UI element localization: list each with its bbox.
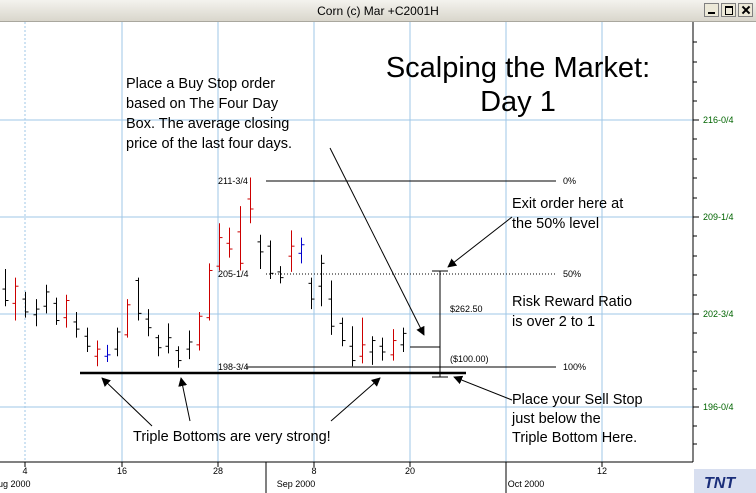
level-mid-pct: 50% <box>563 269 581 279</box>
ohlc-bar-35 <box>349 326 356 367</box>
price-tick-1: 216-0/4 <box>703 115 734 125</box>
sell-stop-line-2: just below the <box>511 411 601 427</box>
ohlc-bar-20 <box>196 311 203 351</box>
level-mid-price: 205-1/4 <box>218 269 249 279</box>
risk-reward-line-1: Risk Reward Ratio <box>512 294 632 310</box>
risk-reward-note: Risk Reward Ratio is over 2 to 1 <box>512 294 632 330</box>
month-label-aug: ug 2000 <box>0 479 31 489</box>
ohlc-bar-14 <box>135 277 142 321</box>
headline-line-1: Scalping the Market: <box>386 52 650 84</box>
ohlc-bar-30 <box>298 237 305 264</box>
ohlc-bar-39 <box>390 329 397 361</box>
ohlc-bar-17 <box>165 323 172 354</box>
grid <box>0 22 693 462</box>
sell-stop-note: Place your Sell Stop just below the Trip… <box>511 392 643 446</box>
ohlc-bar-21 <box>206 263 213 321</box>
sell-stop-line-3: Triple Bottom Here. <box>512 430 637 446</box>
ohlc-bar-1 <box>2 269 9 307</box>
ohlc-bar-12 <box>114 327 121 357</box>
ohlc-bar-26 <box>257 234 264 270</box>
ohlc-bar-10 <box>94 340 101 367</box>
ohlc-bar-28 <box>277 266 284 284</box>
price-chart: 216-0/4 209-1/4 202-3/4 196-0/4 4 16 28 … <box>0 22 756 493</box>
exit-line-2: the 50% level <box>512 216 599 232</box>
sell-stop-line-1: Place your Sell Stop <box>512 392 643 408</box>
tnt-logo: TNT <box>694 469 756 493</box>
date-tick-6: 12 <box>597 466 607 476</box>
ohlc-bar-5 <box>43 284 50 314</box>
loss-label: ($100.00) <box>450 354 489 364</box>
profit-label: $262.50 <box>450 304 483 314</box>
buy-stop-line-2: based on The Four Day <box>126 96 279 112</box>
date-tick-3: 28 <box>213 466 223 476</box>
ohlc-bar-23 <box>226 227 233 258</box>
ohlc-bar-33 <box>328 280 335 335</box>
exit-line-1: Exit order here at <box>512 196 623 212</box>
risk-reward-line-2: is over 2 to 1 <box>512 314 595 330</box>
ohlc-bar-11 <box>104 344 111 362</box>
buy-stop-note: Place a Buy Stop order based on The Four… <box>126 76 292 152</box>
month-label-oct: Oct 2000 <box>508 479 545 489</box>
ohlc-bar-37 <box>369 336 376 365</box>
minimize-icon[interactable] <box>704 3 719 17</box>
ohlc-bar-27 <box>267 240 274 280</box>
window-titlebar: Corn (c) Mar +C2001H <box>0 0 756 22</box>
ohlc-bar-22 <box>216 223 223 271</box>
level-bottom-pct: 100% <box>563 362 586 372</box>
ohlc-bar-18 <box>175 346 182 368</box>
ohlc-bar-3 <box>22 291 29 318</box>
tnt-logo-text: TNT <box>704 475 736 492</box>
ohlc-bar-32 <box>318 254 325 307</box>
ohlc-bar-16 <box>155 334 162 357</box>
date-tick-2: 16 <box>117 466 127 476</box>
ohlc-bar-13 <box>124 299 131 338</box>
level-bottom-price: 198-3/4 <box>218 362 249 372</box>
ohlc-bar-25 <box>247 177 254 224</box>
ohlc-bar-38 <box>379 337 386 361</box>
close-icon[interactable] <box>738 3 753 17</box>
ohlc-bar-7 <box>63 294 70 328</box>
window-title: Corn (c) Mar +C2001H <box>317 4 439 18</box>
risk-reward-bracket <box>410 270 448 378</box>
buy-stop-line-3: Box. The average closing <box>126 116 289 132</box>
price-tick-4: 196-0/4 <box>703 402 734 412</box>
exit-note: Exit order here at the 50% level <box>512 196 623 232</box>
price-tick-2: 209-1/4 <box>703 212 734 222</box>
ohlc-bar-29 <box>288 230 295 272</box>
ohlc-bar-36 <box>359 317 366 364</box>
ohlc-bar-31 <box>308 277 315 310</box>
level-top-price: 211-3/4 <box>218 176 248 186</box>
buy-stop-line-1: Place a Buy Stop order <box>126 76 275 92</box>
triple-bottoms-note: Triple Bottoms are very strong! <box>133 429 331 445</box>
maximize-icon[interactable] <box>721 3 736 17</box>
annotation-arrows <box>101 147 513 427</box>
ohlc-bar-19 <box>186 330 193 360</box>
date-tick-1: 4 <box>22 466 27 476</box>
plot-area <box>0 22 693 462</box>
month-label-sep: Sep 2000 <box>277 479 316 489</box>
ohlc-bar-15 <box>145 309 152 337</box>
ohlc-bar-4 <box>33 299 40 327</box>
ohlc-bar-34 <box>339 317 346 347</box>
date-tick-5: 20 <box>405 466 415 476</box>
ohlc-bar-9 <box>84 327 91 352</box>
ohlc-bar-8 <box>73 311 80 338</box>
ohlc-bar-2 <box>12 277 19 321</box>
ohlc-bar-24 <box>237 206 244 271</box>
ohlc-bar-6 <box>53 297 60 325</box>
buy-stop-line-4: price of the last four days. <box>126 136 292 152</box>
ohlc-bar-40 <box>400 327 407 352</box>
price-bars <box>2 177 407 368</box>
price-tick-3: 202-3/4 <box>703 309 734 319</box>
date-tick-4: 8 <box>311 466 316 476</box>
headline-line-2: Day 1 <box>480 86 556 118</box>
level-top-pct: 0% <box>563 176 576 186</box>
